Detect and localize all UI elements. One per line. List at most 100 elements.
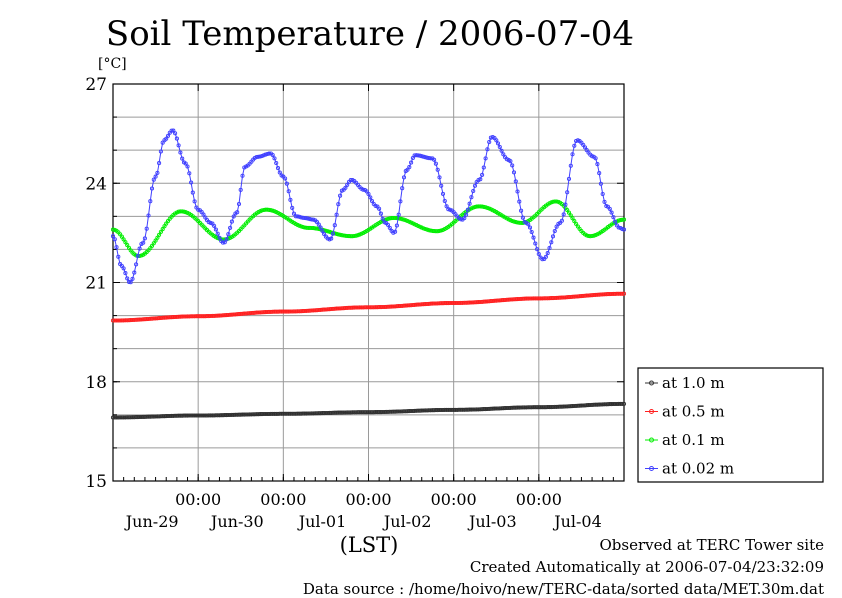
data-point (329, 236, 334, 241)
data-point (141, 240, 146, 245)
data-point (304, 216, 309, 221)
data-point (297, 214, 302, 219)
series-at-0-5-m (110, 291, 627, 323)
data-point (526, 222, 531, 227)
data-point (547, 246, 552, 251)
x-tick-time-label: 00:00 (175, 490, 221, 509)
data-point (621, 291, 627, 296)
data-point (591, 233, 596, 238)
legend-marker (649, 437, 654, 443)
data-point (332, 223, 337, 228)
data-point (421, 154, 426, 159)
data-point (151, 177, 156, 182)
data-point (153, 174, 158, 179)
data-point (334, 212, 339, 217)
data-point (314, 226, 320, 231)
data-point (110, 227, 116, 232)
data-point (137, 246, 142, 251)
data-point (385, 222, 391, 227)
data-point (148, 199, 153, 204)
data-point (123, 240, 128, 245)
data-point (480, 172, 485, 177)
data-point (533, 241, 538, 246)
data-point (552, 228, 557, 234)
data-point (110, 234, 116, 239)
data-point (189, 180, 194, 185)
data-point (584, 233, 589, 238)
data-point (590, 233, 595, 239)
data-point (613, 219, 618, 224)
data-point (568, 163, 573, 168)
data-point (432, 157, 437, 162)
data-point (485, 205, 490, 210)
data-point (621, 227, 627, 232)
data-point (338, 232, 343, 237)
y-tick-label: 18 (85, 373, 107, 393)
data-point (125, 276, 130, 281)
data-point (192, 199, 197, 204)
data-point (508, 159, 513, 164)
data-point (169, 128, 174, 133)
data-point (343, 185, 348, 190)
data-point (472, 183, 478, 188)
data-point (501, 152, 506, 157)
data-point (598, 181, 603, 186)
data-point (173, 131, 178, 136)
data-point (554, 199, 559, 204)
data-point (366, 191, 371, 197)
data-point (485, 147, 490, 152)
data-point (464, 212, 469, 217)
data-point (368, 195, 373, 200)
data-point (291, 211, 297, 216)
series-at-0-1-m (110, 199, 627, 259)
data-point (123, 271, 128, 276)
data-point (275, 166, 281, 171)
data-point (336, 202, 341, 207)
data-point (158, 149, 163, 154)
data-point (318, 225, 323, 230)
data-point (369, 198, 375, 204)
data-point (565, 208, 570, 213)
data-point (149, 186, 155, 191)
data-point (185, 164, 190, 169)
data-point (290, 205, 295, 210)
data-point (483, 205, 488, 210)
data-point (529, 229, 534, 235)
y-tick-label: 24 (85, 174, 107, 194)
data-point (180, 209, 185, 214)
data-point (510, 163, 515, 168)
data-point (160, 227, 165, 232)
data-point (164, 136, 169, 141)
data-point (385, 216, 391, 221)
data-point (307, 217, 312, 222)
data-point (545, 251, 550, 256)
data-point (387, 225, 392, 230)
data-point (401, 175, 407, 180)
data-point (423, 226, 428, 232)
x-tick-date-label: Jul-01 (297, 512, 347, 531)
x-tick-date-label: Jul-02 (382, 512, 432, 531)
data-point (171, 128, 176, 133)
x-tick-date-label: Jun-30 (209, 512, 264, 531)
data-point (135, 253, 140, 258)
data-point (256, 154, 261, 159)
data-point (462, 216, 467, 221)
data-point (263, 152, 268, 157)
data-point (348, 178, 353, 183)
data-point (121, 237, 126, 242)
data-point (531, 235, 536, 240)
data-point (597, 171, 602, 176)
data-point (616, 225, 621, 230)
data-point (440, 191, 446, 196)
data-point (527, 225, 533, 230)
data-point (158, 229, 163, 234)
data-point (316, 222, 321, 227)
data-point (602, 199, 607, 204)
data-point (231, 214, 236, 219)
data-point (116, 254, 121, 259)
data-point (121, 266, 126, 271)
data-point (572, 143, 577, 148)
data-point (495, 141, 501, 146)
x-tick-date-label: Jul-04 (552, 512, 602, 531)
data-point (222, 240, 227, 245)
